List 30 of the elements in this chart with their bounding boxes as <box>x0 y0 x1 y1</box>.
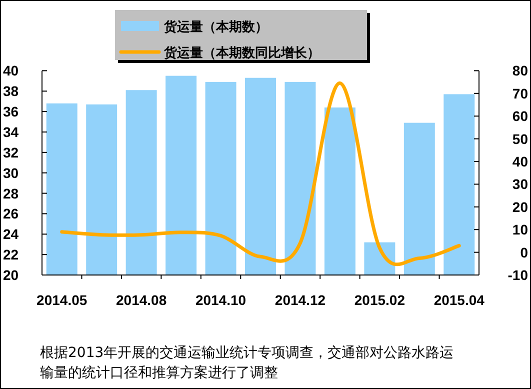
y2-tick-label: 70 <box>512 85 528 102</box>
y-tick-label: 28 <box>3 185 19 202</box>
y2-tick-label: -10 <box>508 267 528 283</box>
y2-tick-label: 30 <box>512 176 528 192</box>
y2-tick-label: 50 <box>512 130 528 147</box>
y2-tick-label: 10 <box>512 222 528 238</box>
y-tick-label: 34 <box>3 124 19 140</box>
legend-label: 货运量（本期数） <box>163 19 268 35</box>
y2-tick-label: 0 <box>520 244 528 260</box>
x-tick-label: 2015.02 <box>354 292 406 308</box>
y-tick-label: 40 <box>3 62 19 79</box>
y2-tick-label: 20 <box>512 198 528 215</box>
y2-tick-label: 80 <box>512 62 528 79</box>
y-tick-label: 20 <box>3 267 19 283</box>
y-tick-label: 24 <box>3 226 19 242</box>
x-tick-label: 2014.05 <box>36 292 88 308</box>
y2-tick-label: 40 <box>512 154 528 170</box>
x-tick-label: 2014.10 <box>195 292 246 308</box>
y-tick-label: 26 <box>3 206 19 222</box>
x-tick-label: 2015.04 <box>434 292 485 308</box>
y-tick-label: 22 <box>3 246 19 263</box>
x-tick-label: 2014.12 <box>274 292 326 308</box>
y-tick-label: 30 <box>3 164 19 181</box>
y2-tick-label: 60 <box>512 108 528 124</box>
y-tick-label: 36 <box>3 104 19 120</box>
text: 根据2013年开展的交通运输业统计专项调查，交通部对公路水路运输量的统计口径和推算方案进行了调整 <box>40 344 455 383</box>
x-tick-label: 2014.08 <box>116 292 167 308</box>
y-tick-label: 38 <box>3 83 19 100</box>
legend-label: 货运量（本期数同比增长） <box>163 45 320 61</box>
y-tick-label: 32 <box>3 144 19 160</box>
